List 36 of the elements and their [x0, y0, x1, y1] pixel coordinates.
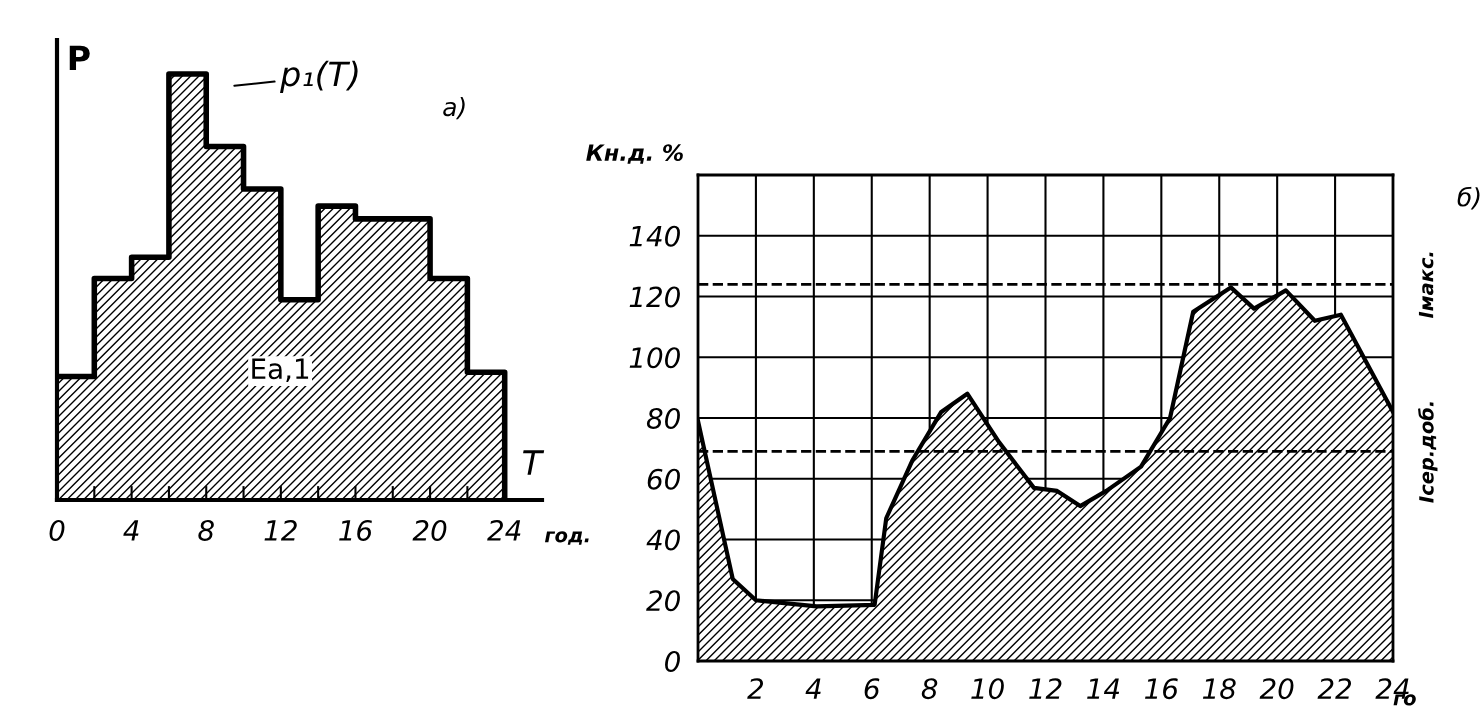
x-tick-label: 8 — [921, 678, 938, 700]
x-tick-label: 4 — [123, 520, 139, 541]
y-axis-title: P — [69, 45, 90, 70]
y-tick-label: 120 — [629, 286, 680, 308]
text: год. — [544, 531, 589, 545]
x-tick-label: 8 — [198, 519, 214, 541]
x-tick-label: 22 — [1317, 678, 1352, 699]
x-tick-label: 12 — [264, 519, 297, 541]
x-tick-label: 10 — [971, 678, 1004, 700]
x-tick-label: 18 — [1202, 678, 1236, 700]
annotation: p₁(T) — [280, 60, 358, 93]
x-tick-label: 4 — [805, 678, 821, 699]
y-tick-label: 20 — [646, 590, 680, 612]
annotation: а) — [443, 96, 465, 120]
y-tick-label: 80 — [646, 407, 680, 429]
y-tick-label: 40 — [646, 529, 680, 551]
x-tick-label: 16 — [1145, 678, 1178, 700]
x-tick-label: 0 — [49, 519, 65, 541]
x-tick-label: 2 — [747, 678, 764, 699]
x-tick-label: 14 — [1087, 678, 1120, 699]
x-tick-label: 20 — [412, 519, 447, 541]
annotation: Ea,1 — [252, 358, 309, 383]
x-tick-label: 16 — [339, 519, 372, 541]
x-tick-label: 12 — [1029, 678, 1062, 699]
x-axis-title: T — [523, 450, 545, 475]
y-tick-label: 100 — [629, 347, 680, 369]
y-axis-title: Кн.д. % — [586, 144, 683, 164]
x-tick-label: 20 — [1259, 678, 1294, 700]
y-tick-label: 60 — [647, 468, 680, 490]
x-tick-label: 6 — [864, 678, 880, 700]
x-tick-label: 24 — [487, 519, 521, 541]
ref-line-label: Iсер.доб. — [1418, 402, 1438, 503]
y-tick-label: 140 — [629, 225, 680, 247]
ref-line-label: Iмакс. — [1418, 252, 1434, 319]
y-tick-label: 0 — [665, 650, 680, 672]
text: б) — [1457, 186, 1480, 210]
